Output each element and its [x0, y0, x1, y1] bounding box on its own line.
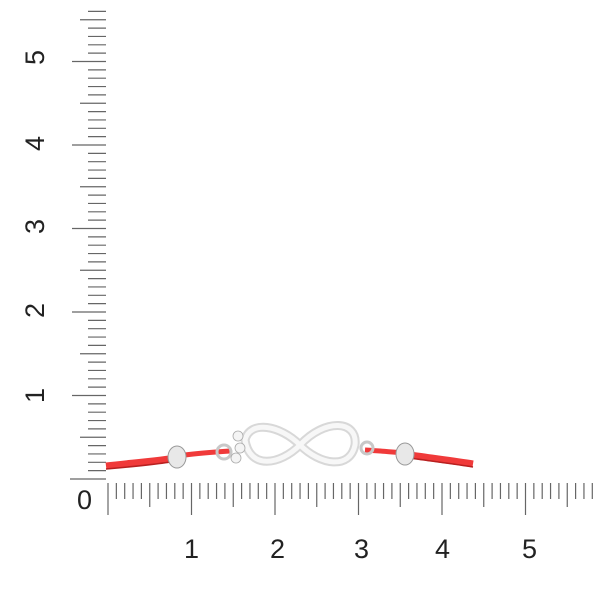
bracelet [105, 421, 474, 470]
h-label-5: 5 [522, 534, 538, 564]
right-bead [395, 442, 415, 466]
v-label-1: 1 [20, 387, 51, 404]
left-cord-inner [184, 448, 231, 458]
diamond-stones [230, 430, 246, 464]
h-label-2: 2 [270, 534, 286, 564]
v-label-4: 4 [20, 135, 51, 152]
v-label-3: 3 [20, 218, 51, 235]
h-label-3: 3 [354, 534, 370, 564]
right-cord [409, 451, 474, 468]
v-label-2: 2 [20, 302, 51, 319]
h-label-1: 1 [184, 534, 200, 564]
h-label-0: 0 [77, 485, 93, 515]
h-label-4: 4 [435, 534, 451, 564]
left-bead [167, 445, 187, 469]
vertical-ruler [70, 10, 106, 480]
v-label-5: 5 [20, 49, 51, 66]
horizontal-ruler [107, 483, 593, 515]
